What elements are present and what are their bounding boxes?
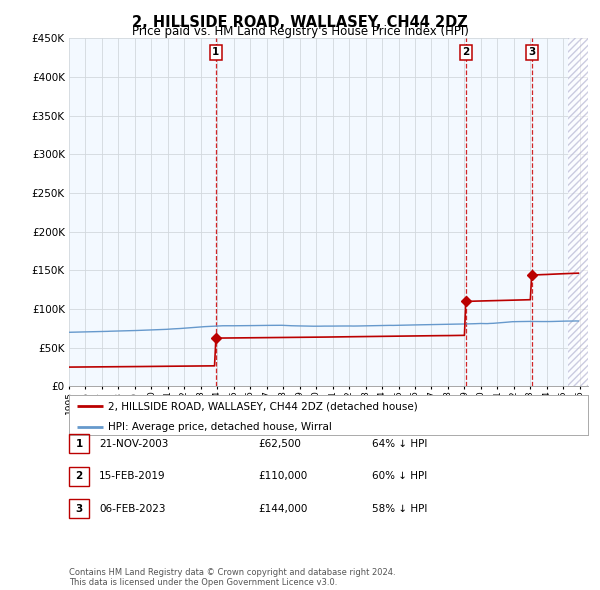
Text: £110,000: £110,000 bbox=[258, 471, 307, 481]
Text: 3: 3 bbox=[76, 504, 83, 513]
Text: 06-FEB-2023: 06-FEB-2023 bbox=[99, 504, 166, 513]
Text: 1: 1 bbox=[76, 439, 83, 448]
Text: 1: 1 bbox=[212, 47, 219, 57]
Text: 21-NOV-2003: 21-NOV-2003 bbox=[99, 439, 169, 448]
Text: 64% ↓ HPI: 64% ↓ HPI bbox=[372, 439, 427, 448]
Text: 2, HILLSIDE ROAD, WALLASEY, CH44 2DZ (detached house): 2, HILLSIDE ROAD, WALLASEY, CH44 2DZ (de… bbox=[108, 401, 418, 411]
Text: 2: 2 bbox=[463, 47, 470, 57]
Text: Contains HM Land Registry data © Crown copyright and database right 2024.
This d: Contains HM Land Registry data © Crown c… bbox=[69, 568, 395, 587]
Text: 58% ↓ HPI: 58% ↓ HPI bbox=[372, 504, 427, 513]
Text: £144,000: £144,000 bbox=[258, 504, 307, 513]
Text: HPI: Average price, detached house, Wirral: HPI: Average price, detached house, Wirr… bbox=[108, 422, 332, 432]
Text: 3: 3 bbox=[529, 47, 536, 57]
Text: 60% ↓ HPI: 60% ↓ HPI bbox=[372, 471, 427, 481]
Text: 2, HILLSIDE ROAD, WALLASEY, CH44 2DZ: 2, HILLSIDE ROAD, WALLASEY, CH44 2DZ bbox=[132, 15, 468, 30]
Text: £62,500: £62,500 bbox=[258, 439, 301, 448]
Text: Price paid vs. HM Land Registry's House Price Index (HPI): Price paid vs. HM Land Registry's House … bbox=[131, 25, 469, 38]
Text: 15-FEB-2019: 15-FEB-2019 bbox=[99, 471, 166, 481]
Text: 2: 2 bbox=[76, 471, 83, 481]
